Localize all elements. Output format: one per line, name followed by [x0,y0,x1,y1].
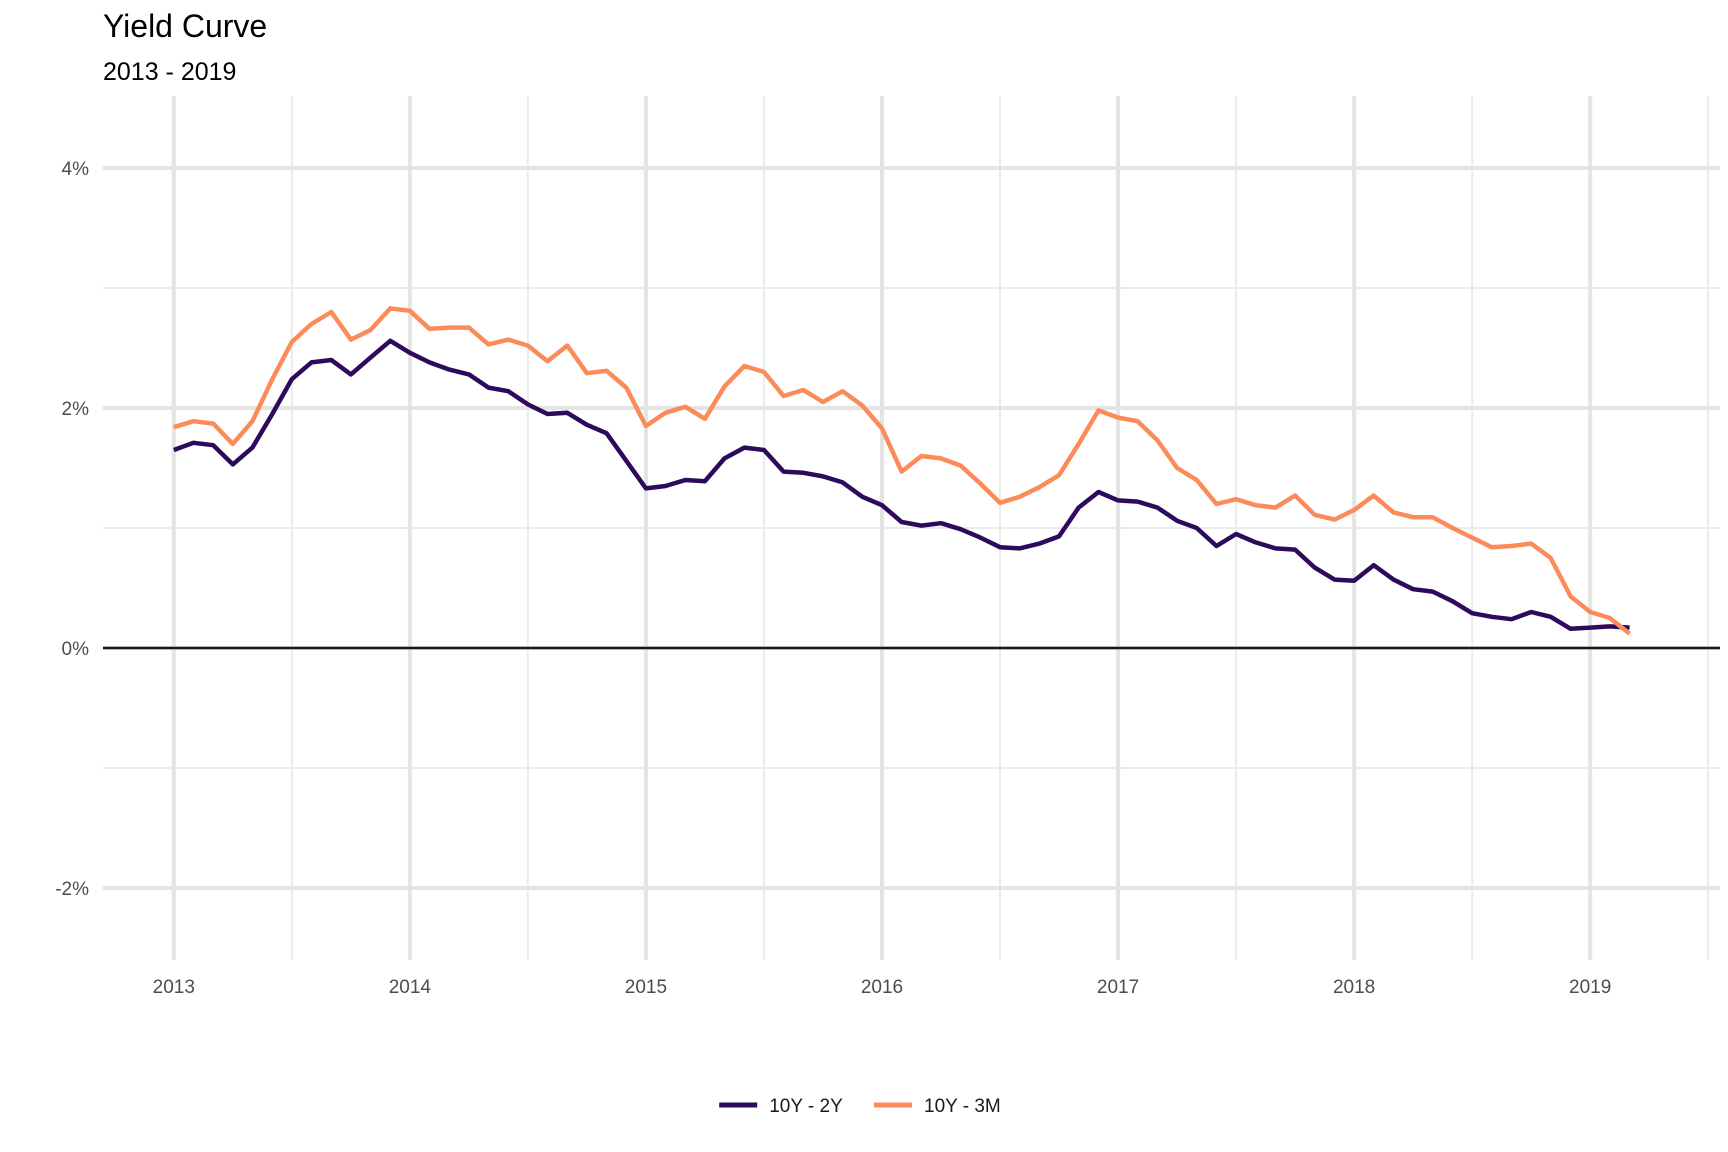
series-line-1 [173,306,1631,636]
x-tick-label: 2018 [1333,977,1375,998]
legend-label-0: 10Y - 2Y [769,1096,843,1117]
chart-subtitle: 2013 - 2019 [103,58,237,86]
x-tick-label: 2019 [1569,977,1611,998]
legend-label-1: 10Y - 3M [924,1096,1001,1117]
minor-gridlines [103,96,1720,960]
x-tick-label: 2016 [861,977,903,998]
y-tick-label: 4% [62,159,90,180]
x-tick-label: 2015 [625,977,667,998]
x-axis-labels: 2013 2014 2015 2016 2017 2018 2019 [153,977,1612,998]
x-tick-label: 2017 [1097,977,1139,998]
x-tick-label: 2013 [153,977,195,998]
chart-title: Yield Curve [103,8,268,44]
legend: 10Y - 2Y 10Y - 3M [719,1096,1001,1117]
x-tick-label: 2014 [389,977,432,998]
y-tick-label: -2% [55,879,89,900]
series-line-0 [173,338,1630,632]
y-axis-labels: -2% 0% 2% 4% [55,159,89,900]
series-lines [173,306,1631,636]
y-tick-label: 0% [62,639,90,660]
y-tick-label: 2% [62,399,90,420]
